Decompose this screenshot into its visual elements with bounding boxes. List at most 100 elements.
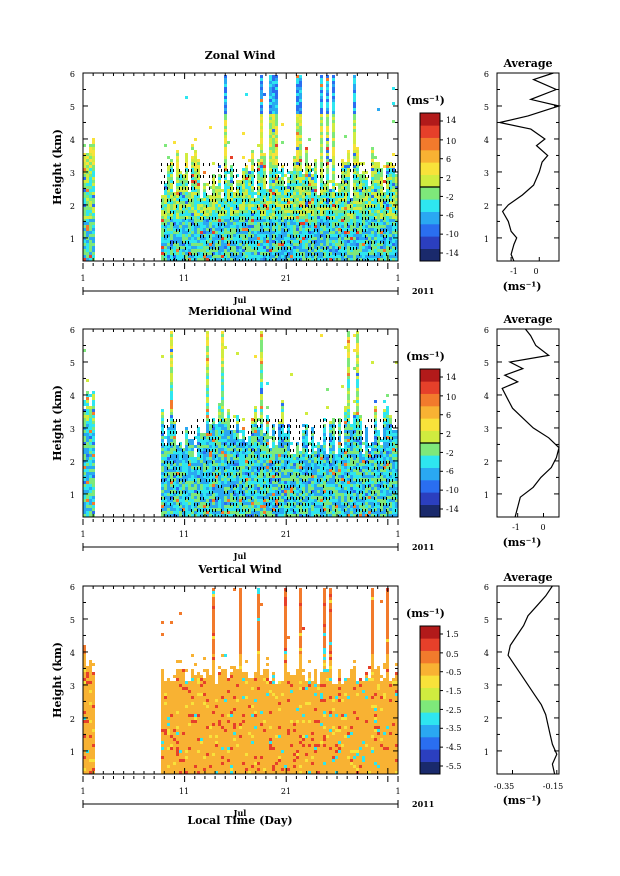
contour-mark [368,193,369,196]
heatmap-cell [176,472,179,475]
heatmap-cell [299,93,302,96]
heatmap-cell [278,210,281,213]
contour-mark [275,169,276,172]
heatmap-cell [218,189,221,192]
heatmap-cell [380,204,383,207]
heatmap-cell [179,258,182,261]
heatmap-cell [212,198,215,201]
heatmap-cell [203,487,206,490]
heatmap-cell [197,484,200,487]
heatmap-cell [224,138,227,141]
heatmap-cell [308,237,311,240]
contour-mark [197,467,198,470]
heatmap-cell [185,442,188,445]
heatmap-cell [170,487,173,490]
heatmap-cell [230,165,233,168]
heatmap-cell [242,511,245,514]
heatmap-cell [272,102,275,105]
contour-mark [254,199,255,202]
heatmap-cell [164,228,167,231]
contour-mark [257,247,258,250]
heatmap-cell [230,195,233,198]
heatmap-cell [83,418,86,421]
heatmap-cell [284,213,287,216]
heatmap-cell [356,228,359,231]
heatmap-cell [335,204,338,207]
heatmap-cell [293,195,296,198]
contour-mark [173,419,174,422]
heatmap-cell [203,171,206,174]
heatmap-cell [206,511,209,514]
heatmap-cell [251,237,254,240]
heatmap-cell [248,231,251,234]
heatmap-cell [290,234,293,237]
heatmap-cell [236,424,239,427]
heatmap-cell [194,171,197,174]
contour-mark [392,193,393,196]
heatmap-cell [257,177,260,180]
heatmap-cell [170,352,173,355]
heatmap-cell [230,481,233,484]
heatmap-cell [263,186,266,189]
heatmap-cell [179,457,182,460]
heatmap-cell [260,120,263,123]
heatmap-cell [272,174,275,177]
heatmap-cell [326,87,329,90]
contour-mark [212,193,213,196]
heatmap-cell [275,120,278,123]
heatmap-cell [341,222,344,225]
heatmap-cell [194,463,197,466]
heatmap-cell [89,204,92,207]
heatmap-cell [167,156,170,159]
heatmap-cell [296,129,299,132]
heatmap-cell [233,255,236,258]
heatmap-cell [308,201,311,204]
heatmap-cell [395,177,398,180]
heatmap-cell [173,499,176,502]
heatmap-cell [278,252,281,255]
heatmap-cell [161,496,164,499]
heatmap-cell [356,159,359,162]
heatmap-cell [290,243,293,246]
heatmap-cell [287,240,290,243]
contour-mark [353,223,354,226]
heatmap-cell [332,204,335,207]
heatmap-cell [206,222,209,225]
heatmap-cell [293,165,296,168]
heatmap-cell [161,427,164,430]
heatmap-cell [350,252,353,255]
heatmap-cell [209,207,212,210]
heatmap-cell [185,243,188,246]
heatmap-cell [296,192,299,195]
heatmap-cell [275,225,278,228]
contour-mark [368,175,369,178]
heatmap-cell [224,490,227,493]
heatmap-cell [371,237,374,240]
heatmap-cell [347,222,350,225]
heatmap-cell [218,460,221,463]
contour-mark [281,241,282,244]
heatmap-cell [320,177,323,180]
heatmap-cell [242,451,245,454]
heatmap-cell [206,207,209,210]
heatmap-cell [245,201,248,204]
heatmap-cell [308,177,311,180]
heatmap-cell [245,490,248,493]
heatmap-cell [269,213,272,216]
contour-mark [386,235,387,238]
heatmap-cell [287,189,290,192]
heatmap-cell [179,255,182,258]
heatmap-cell [86,475,89,478]
heatmap-cell [383,192,386,195]
heatmap-cell [200,234,203,237]
heatmap-cell [341,195,344,198]
heatmap-cell [173,436,176,439]
heatmap-cell [251,234,254,237]
heatmap-cell [269,207,272,210]
heatmap-cell [311,201,314,204]
heatmap-cell [377,177,380,180]
heatmap-cell [191,177,194,180]
heatmap-cell [284,255,287,258]
heatmap-cell [272,186,275,189]
heatmap-cell [197,219,200,222]
